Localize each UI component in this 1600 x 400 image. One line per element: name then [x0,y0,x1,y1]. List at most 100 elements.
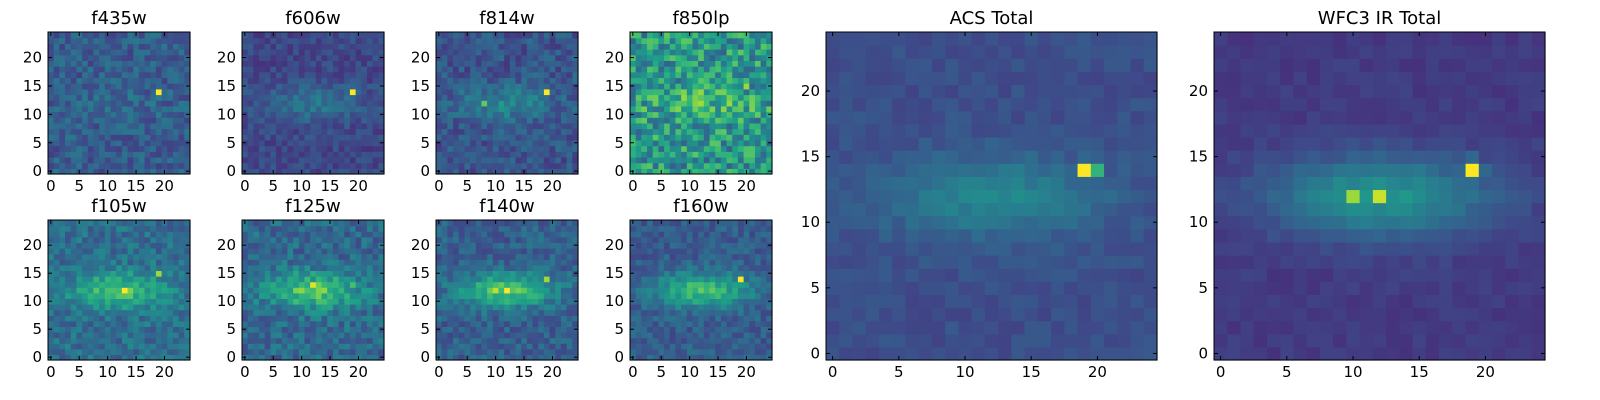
heatmap-cell [87,309,95,316]
heatmap-cell [366,37,374,44]
heatmap-cell [532,94,539,101]
heatmap-cell [532,83,539,90]
heatmap-cell [127,343,134,350]
heatmap-cell [652,43,659,50]
heatmap-cell [1064,255,1079,269]
heatmap-cell [839,307,854,322]
heatmap-cell [453,145,460,152]
heatmap-cell [1090,255,1105,269]
heatmap-cell [338,139,345,147]
heatmap-cell [945,71,959,86]
heatmap-cell [1319,294,1334,309]
heatmap-cell [150,134,157,141]
heatmap-cell [1143,228,1158,243]
heatmap-cell [760,66,767,73]
heatmap-cell [87,32,95,39]
heatmap-cell [1064,150,1079,164]
heatmap-cell [93,162,100,169]
heatmap-cell [349,94,357,101]
heatmap-cell [447,105,454,113]
heatmap-cell [87,49,95,56]
heatmap-cell [155,139,163,147]
heatmap-cell [70,287,77,294]
heatmap-cell [321,287,328,294]
heatmap-cell [892,281,907,295]
heatmap-cell [138,337,146,344]
heatmap-cell [355,100,362,107]
heatmap-cell [652,128,659,135]
heatmap-cell [1306,58,1321,72]
heatmap-cell [905,320,920,335]
heatmap-cell [743,83,750,90]
heatmap-cell [293,128,300,135]
heatmap-cell [1266,163,1281,177]
heatmap-cell [76,134,83,141]
heatmap-cell [715,83,722,90]
heatmap-cell [754,122,762,130]
heatmap-cell [1077,215,1092,230]
heatmap-cell [82,231,89,238]
heatmap-cell [361,354,368,361]
heatmap-cell [247,139,254,147]
heatmap-cell [264,348,271,355]
heatmap-cell [315,139,323,147]
heatmap-cell [133,348,140,355]
heatmap-cell [93,77,100,84]
heatmap-cell [1104,32,1118,46]
heatmap-cell [1051,294,1065,309]
heatmap-cell [82,332,89,339]
heatmap-cell [53,54,60,61]
heatmap-cell [918,333,933,348]
heatmap-cell [1090,84,1105,99]
heatmap-cell [470,156,477,164]
heatmap-cell [470,60,477,67]
heatmap-cell [715,77,722,84]
heatmap-cell [366,122,374,130]
heatmap-cell [555,54,562,61]
heatmap-cell [566,151,573,158]
heatmap-cell [692,117,699,124]
heatmap-cell [658,49,665,56]
heatmap-cell [658,156,665,164]
heatmap-cell [715,105,722,113]
heatmap-cell [321,343,328,350]
heatmap-cell [1024,150,1039,164]
heatmap-cell [276,326,283,333]
heatmap-cell [760,168,767,175]
heatmap-cell [264,94,271,101]
heatmap-cell [253,156,260,164]
heatmap-cell [366,354,374,361]
heatmap-cell [447,71,454,79]
heatmap-cell [144,162,151,169]
heatmap-cell [349,88,357,96]
heatmap-cell [1104,333,1118,348]
heatmap-cell [453,88,460,96]
heatmap-cell [1359,176,1374,191]
heatmap-cell [1077,136,1092,151]
heatmap-cell [150,248,157,255]
heatmap-cell [441,162,448,169]
heatmap-cell [1024,241,1039,256]
heatmap-cell [121,337,129,344]
heatmap-cell [87,248,95,255]
heatmap-cell [1425,123,1440,138]
heatmap-cell [447,117,454,124]
heatmap-cell [1214,32,1228,46]
heatmap-cell [1425,241,1440,256]
heatmap-cell [538,162,545,169]
heatmap-cell [709,139,716,147]
heatmap-cell [726,83,733,90]
heatmap-cell [253,298,260,305]
heatmap-cell [184,292,191,299]
heatmap-cell [1104,228,1118,243]
heatmap-cell [1253,320,1268,335]
heatmap-cell [116,117,123,124]
heatmap-cell [138,348,146,355]
heatmap-cell [281,111,289,118]
heatmap-cell [310,304,317,311]
heatmap-cell [630,145,637,152]
heatmap-cell [1399,268,1414,282]
heatmap-cell [1452,202,1467,217]
heatmap-cell [99,100,106,107]
heatmap-cell [1518,97,1533,112]
